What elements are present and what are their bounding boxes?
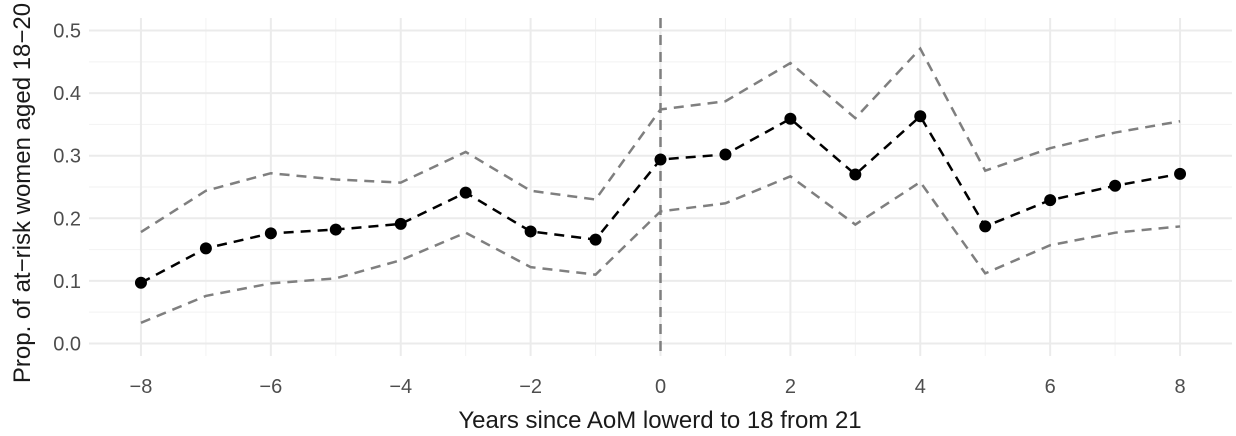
x-tick-label: 4 xyxy=(915,376,926,398)
estimate-point xyxy=(199,242,212,255)
estimate-point xyxy=(914,110,927,123)
upper-bound-line xyxy=(140,46,1181,234)
y-tick-label: 0.4 xyxy=(53,83,81,105)
estimate-point xyxy=(654,153,667,166)
lower-bound-line xyxy=(140,174,1181,324)
x-tick-label: −2 xyxy=(519,376,542,398)
y-tick-label: 0.0 xyxy=(53,333,81,355)
estimate-point xyxy=(134,276,147,289)
x-tick-label: 6 xyxy=(1045,376,1056,398)
estimate-point xyxy=(524,225,537,238)
y-tick-label: 0.5 xyxy=(53,21,81,43)
estimate-point xyxy=(1174,167,1187,180)
x-tick-label: −6 xyxy=(259,376,282,398)
x-axis-tick-labels: −8 −6 −4 −2 0 2 4 6 8 xyxy=(130,376,1186,398)
estimate-point xyxy=(849,168,862,181)
estimate-point xyxy=(719,148,732,161)
x-tick-label: 8 xyxy=(1174,376,1185,398)
data-series xyxy=(134,18,1187,356)
x-tick-label: −8 xyxy=(130,376,153,398)
y-tick-label: 0.2 xyxy=(53,208,81,230)
y-tick-label: 0.1 xyxy=(53,271,81,293)
estimate-point xyxy=(979,220,992,233)
estimate-point xyxy=(784,112,797,125)
y-tick-label: 0.3 xyxy=(53,146,81,168)
estimate-point xyxy=(459,186,472,199)
x-tick-label: −4 xyxy=(389,376,412,398)
x-tick-label: 2 xyxy=(785,376,796,398)
y-axis-tick-labels: 0.0 0.1 0.2 0.3 0.4 0.5 xyxy=(53,21,81,356)
estimate-point xyxy=(1109,179,1122,192)
gridlines xyxy=(89,18,1232,356)
estimate-point xyxy=(329,223,342,236)
estimate-point xyxy=(1044,194,1057,207)
x-axis-title: Years since AoM lowerd to 18 from 21 xyxy=(458,407,861,434)
estimate-point xyxy=(589,233,602,246)
estimate-point xyxy=(264,227,277,240)
y-axis-title: Prop. of at−risk women aged 18−20 xyxy=(9,3,36,383)
estimate-point xyxy=(394,217,407,230)
x-tick-label: 0 xyxy=(655,376,666,398)
